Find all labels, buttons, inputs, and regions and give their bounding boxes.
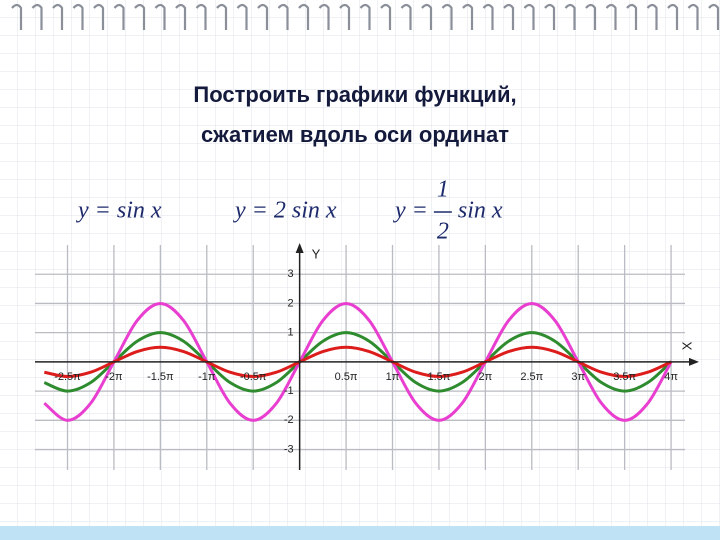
y-tick-label: 2: [288, 297, 294, 309]
ring: [523, 3, 535, 30]
formula-prefix: y =: [393, 198, 428, 224]
title-line: сжатием вдоль оси ординат: [201, 122, 509, 147]
ring: [318, 3, 330, 30]
ring: [359, 3, 371, 30]
x-tick-label: -0.5π: [240, 371, 267, 383]
y-axis-arrow: [295, 243, 304, 253]
formula-body: sin x: [117, 198, 162, 224]
x-tick-label: 2.5π: [520, 371, 543, 383]
plot: YX-3π-2.5π-2π-1.5π-1π-0.5π0.5π1π1.5π2π2.…: [30, 177, 699, 470]
ring: [462, 3, 474, 30]
x-tick-label: -2π: [105, 371, 123, 383]
y-tick-label: -2: [284, 414, 294, 426]
bottom-band: [0, 526, 720, 540]
ring: [236, 3, 248, 30]
ring: [503, 3, 515, 30]
ring: [339, 3, 351, 30]
formula-prefix: y =: [233, 198, 268, 224]
ring: [216, 3, 228, 30]
ring: [31, 3, 43, 30]
ring: [134, 3, 146, 30]
y-axis-label: Y: [312, 246, 321, 261]
ring: [93, 3, 105, 30]
x-tick-label: 1π: [386, 371, 400, 383]
ring: [585, 3, 597, 30]
ring: [52, 3, 64, 30]
ring: [380, 3, 392, 30]
ring: [544, 3, 556, 30]
ring: [646, 3, 658, 30]
x-tick-label: -1π: [198, 371, 216, 383]
x-tick-label: -2.5π: [54, 371, 81, 383]
curve: [43, 345, 672, 378]
ring: [154, 3, 166, 30]
ring: [687, 3, 699, 30]
y-tick-label: -3: [284, 443, 294, 455]
formula-body: sin x: [458, 198, 503, 224]
curve: [43, 331, 673, 393]
x-axis-label: X: [679, 341, 694, 350]
ring: [11, 3, 23, 30]
x-tick-label: 1.5π: [427, 371, 450, 383]
y-tick-label: -1: [284, 385, 294, 397]
title-line: Построить графики функций,: [193, 82, 516, 107]
x-tick-label: 3π: [571, 371, 585, 383]
ring: [708, 3, 720, 30]
plot-area: [35, 245, 685, 470]
ring: [564, 3, 576, 30]
ring: [400, 3, 412, 30]
x-axis-arrow: [689, 357, 699, 366]
x-tick-label: 3.5π: [613, 371, 636, 383]
spiral-binding: [11, 3, 720, 30]
x-tick-label: -1.5π: [147, 371, 174, 383]
ring: [257, 3, 269, 30]
ring: [482, 3, 494, 30]
x-tick-label: 2π: [478, 371, 492, 383]
ring: [195, 3, 207, 30]
curve: [43, 301, 673, 422]
ring: [277, 3, 289, 30]
formula-prefix: y =: [76, 198, 111, 224]
x-tick-label: 4π: [664, 371, 678, 383]
ring: [421, 3, 433, 30]
formula-body: 2 sin x: [274, 198, 337, 224]
formula-numerator: 1: [437, 177, 449, 203]
ring: [72, 3, 84, 30]
tick-labels: -3π-2.5π-2π-1.5π-1π-0.5π0.5π1π1.5π2π2.5π…: [30, 371, 678, 383]
ring: [175, 3, 187, 30]
ring: [626, 3, 638, 30]
formula-denominator: 2: [437, 219, 449, 245]
ring: [298, 3, 310, 30]
y-tick-label: 1: [288, 327, 294, 339]
ring: [605, 3, 617, 30]
ring: [113, 3, 125, 30]
y-tick-label: 3: [288, 268, 294, 280]
ring: [667, 3, 679, 30]
x-tick-label: 0.5π: [335, 371, 358, 383]
ring: [441, 3, 453, 30]
